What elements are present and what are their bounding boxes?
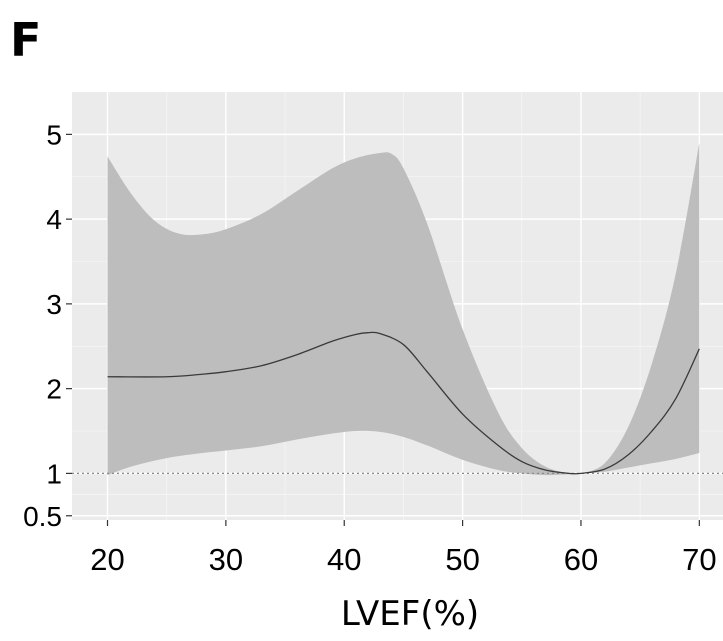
major-gridlines (72, 92, 723, 520)
panel-label: F (10, 13, 41, 67)
y-tick-label: 0.5 (23, 501, 62, 532)
y-axis-ticks: 0.5 1 2 3 4 5 (23, 119, 72, 532)
y-tick-label: 2 (46, 374, 62, 405)
x-axis-ticks: 20 30 40 50 60 70 (90, 520, 717, 577)
x-tick-label: 50 (445, 542, 479, 577)
x-tick-label: 40 (327, 542, 361, 577)
y-tick-label: 3 (46, 289, 62, 320)
estimate-curve (107, 331, 700, 475)
x-tick-label: 20 (90, 542, 124, 577)
y-tick-label: 5 (46, 119, 62, 150)
x-tick-label: 30 (209, 542, 243, 577)
x-axis-title: LVEF(%) (341, 594, 479, 634)
x-tick-label: 70 (682, 542, 716, 577)
confidence-band (107, 142, 700, 476)
y-tick-label: 1 (46, 458, 62, 489)
x-tick-label: 60 (564, 542, 598, 577)
y-tick-label: 4 (46, 204, 62, 235)
